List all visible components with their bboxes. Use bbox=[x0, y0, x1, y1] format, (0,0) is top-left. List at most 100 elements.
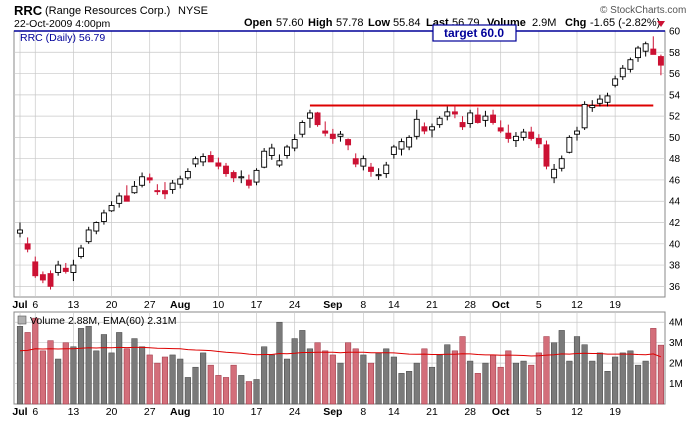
candle-body bbox=[390, 146, 397, 155]
candle-body bbox=[360, 158, 367, 167]
volume-bar bbox=[32, 317, 39, 405]
chg-label: Chg bbox=[565, 17, 586, 29]
x-tick-label: 24 bbox=[289, 299, 301, 311]
candle-body bbox=[612, 78, 619, 86]
candle-body bbox=[291, 139, 298, 149]
target-layer: target 60.0 bbox=[14, 24, 665, 42]
volume-bar bbox=[154, 362, 161, 405]
x-tick-label-volume: 13 bbox=[68, 406, 80, 418]
volume-bar bbox=[543, 336, 550, 405]
volume-bar bbox=[70, 346, 77, 405]
candle-body bbox=[123, 195, 130, 202]
ema-layer bbox=[19, 346, 662, 358]
candle-body bbox=[650, 48, 657, 55]
volume-bar bbox=[284, 358, 291, 405]
volume-bar bbox=[390, 356, 397, 405]
volume-bar bbox=[16, 326, 24, 405]
volume-bar bbox=[459, 336, 466, 405]
volume-bar bbox=[291, 338, 298, 405]
volume-legend-swatch bbox=[17, 315, 27, 325]
volume-bar bbox=[619, 352, 626, 405]
price-axis: 36 38 40 42 44 46 48 50 52 54 56 58 60 bbox=[669, 27, 681, 293]
candle-body bbox=[375, 174, 382, 177]
volume-bar bbox=[268, 354, 275, 405]
candle-body bbox=[429, 126, 435, 131]
volume-bar bbox=[581, 344, 588, 405]
volume-bar bbox=[131, 338, 138, 405]
candle-body bbox=[398, 141, 405, 150]
candles bbox=[17, 36, 664, 290]
candle-body bbox=[139, 176, 146, 186]
volume-bar bbox=[322, 350, 329, 405]
exchange: NYSE bbox=[178, 5, 208, 17]
candle-body bbox=[192, 158, 199, 165]
x-tick-label: 20 bbox=[106, 299, 118, 311]
candle-body bbox=[505, 132, 512, 139]
volume-bar bbox=[24, 332, 31, 405]
volume-bar bbox=[55, 358, 62, 405]
symbol: RRC bbox=[14, 3, 43, 18]
volume-bar bbox=[589, 360, 596, 405]
candle-body bbox=[421, 126, 428, 132]
volume-bar bbox=[360, 354, 367, 405]
volume-axis: 1M 2M 3M 4M bbox=[669, 318, 683, 390]
price-tick-label: 40 bbox=[669, 239, 681, 250]
candle-body bbox=[619, 67, 626, 78]
volume-bar bbox=[612, 356, 619, 405]
price-tick-label: 42 bbox=[669, 218, 681, 229]
open-value: 57.60 bbox=[276, 17, 304, 29]
candle-body bbox=[78, 247, 84, 258]
x-tick-label-volume: 12 bbox=[571, 406, 583, 418]
volume-bar bbox=[566, 360, 573, 405]
x-tick-label: 27 bbox=[144, 299, 156, 311]
candle-body bbox=[566, 136, 573, 153]
price-tick-label: 38 bbox=[669, 261, 681, 272]
x-tick-label: 17 bbox=[251, 299, 263, 311]
x-tick-label: 14 bbox=[388, 299, 400, 311]
candle-body bbox=[482, 115, 489, 121]
x-tick-label-volume: Aug bbox=[170, 406, 190, 418]
candle-body bbox=[169, 182, 176, 190]
candle-body bbox=[70, 264, 77, 273]
candle-body bbox=[85, 229, 92, 243]
candle-body bbox=[558, 158, 565, 169]
x-axis-volume: Jul 6 13 20 27 Aug 10 17 24 Sep 8 14 21 28 Oct 5 12 19 bbox=[12, 406, 621, 418]
candle-body bbox=[131, 185, 138, 194]
low-label: Low bbox=[368, 17, 390, 29]
candle-body bbox=[444, 111, 451, 117]
x-tick-label: 6 bbox=[32, 299, 38, 311]
x-axis-price: Jul 6 13 20 27 Aug 10 17 24 Sep 8 14 21 28 Oct 5 12 19 bbox=[12, 299, 621, 311]
date-time: 22-Oct-2009 4:00pm bbox=[14, 18, 111, 30]
candle-body bbox=[306, 112, 313, 119]
price-tick-label: 50 bbox=[669, 133, 681, 144]
candle-body bbox=[93, 222, 100, 232]
x-tick-label-volume: 28 bbox=[464, 406, 476, 418]
volume-tick-label: 1M bbox=[669, 379, 683, 390]
candle-body bbox=[604, 95, 611, 103]
volume-bar bbox=[467, 360, 474, 405]
candle-body bbox=[543, 144, 550, 167]
volume-bar bbox=[627, 350, 634, 405]
company-name: (Range Resources Corp.) bbox=[45, 5, 170, 17]
x-tick-label: 10 bbox=[213, 299, 225, 311]
volume-bar bbox=[47, 340, 54, 405]
volume-bar bbox=[184, 377, 191, 405]
x-tick-label: 13 bbox=[68, 299, 80, 311]
candle-body bbox=[627, 59, 634, 70]
volume-bar bbox=[169, 354, 176, 405]
candle-body bbox=[32, 261, 39, 277]
volume-bar bbox=[123, 348, 130, 405]
x-tick-label-volume: Sep bbox=[323, 406, 342, 418]
x-tick-label-volume: 14 bbox=[388, 406, 400, 418]
candle-body bbox=[245, 179, 252, 186]
price-tick-label: 58 bbox=[669, 48, 681, 59]
candle-body bbox=[413, 118, 420, 137]
candle-body bbox=[146, 177, 153, 181]
candle-body bbox=[337, 133, 344, 137]
candle-body bbox=[39, 274, 46, 281]
volume-bar bbox=[352, 348, 359, 405]
high-value: 57.78 bbox=[336, 17, 364, 29]
volume-bar bbox=[276, 321, 283, 405]
volume-bar bbox=[306, 348, 313, 405]
